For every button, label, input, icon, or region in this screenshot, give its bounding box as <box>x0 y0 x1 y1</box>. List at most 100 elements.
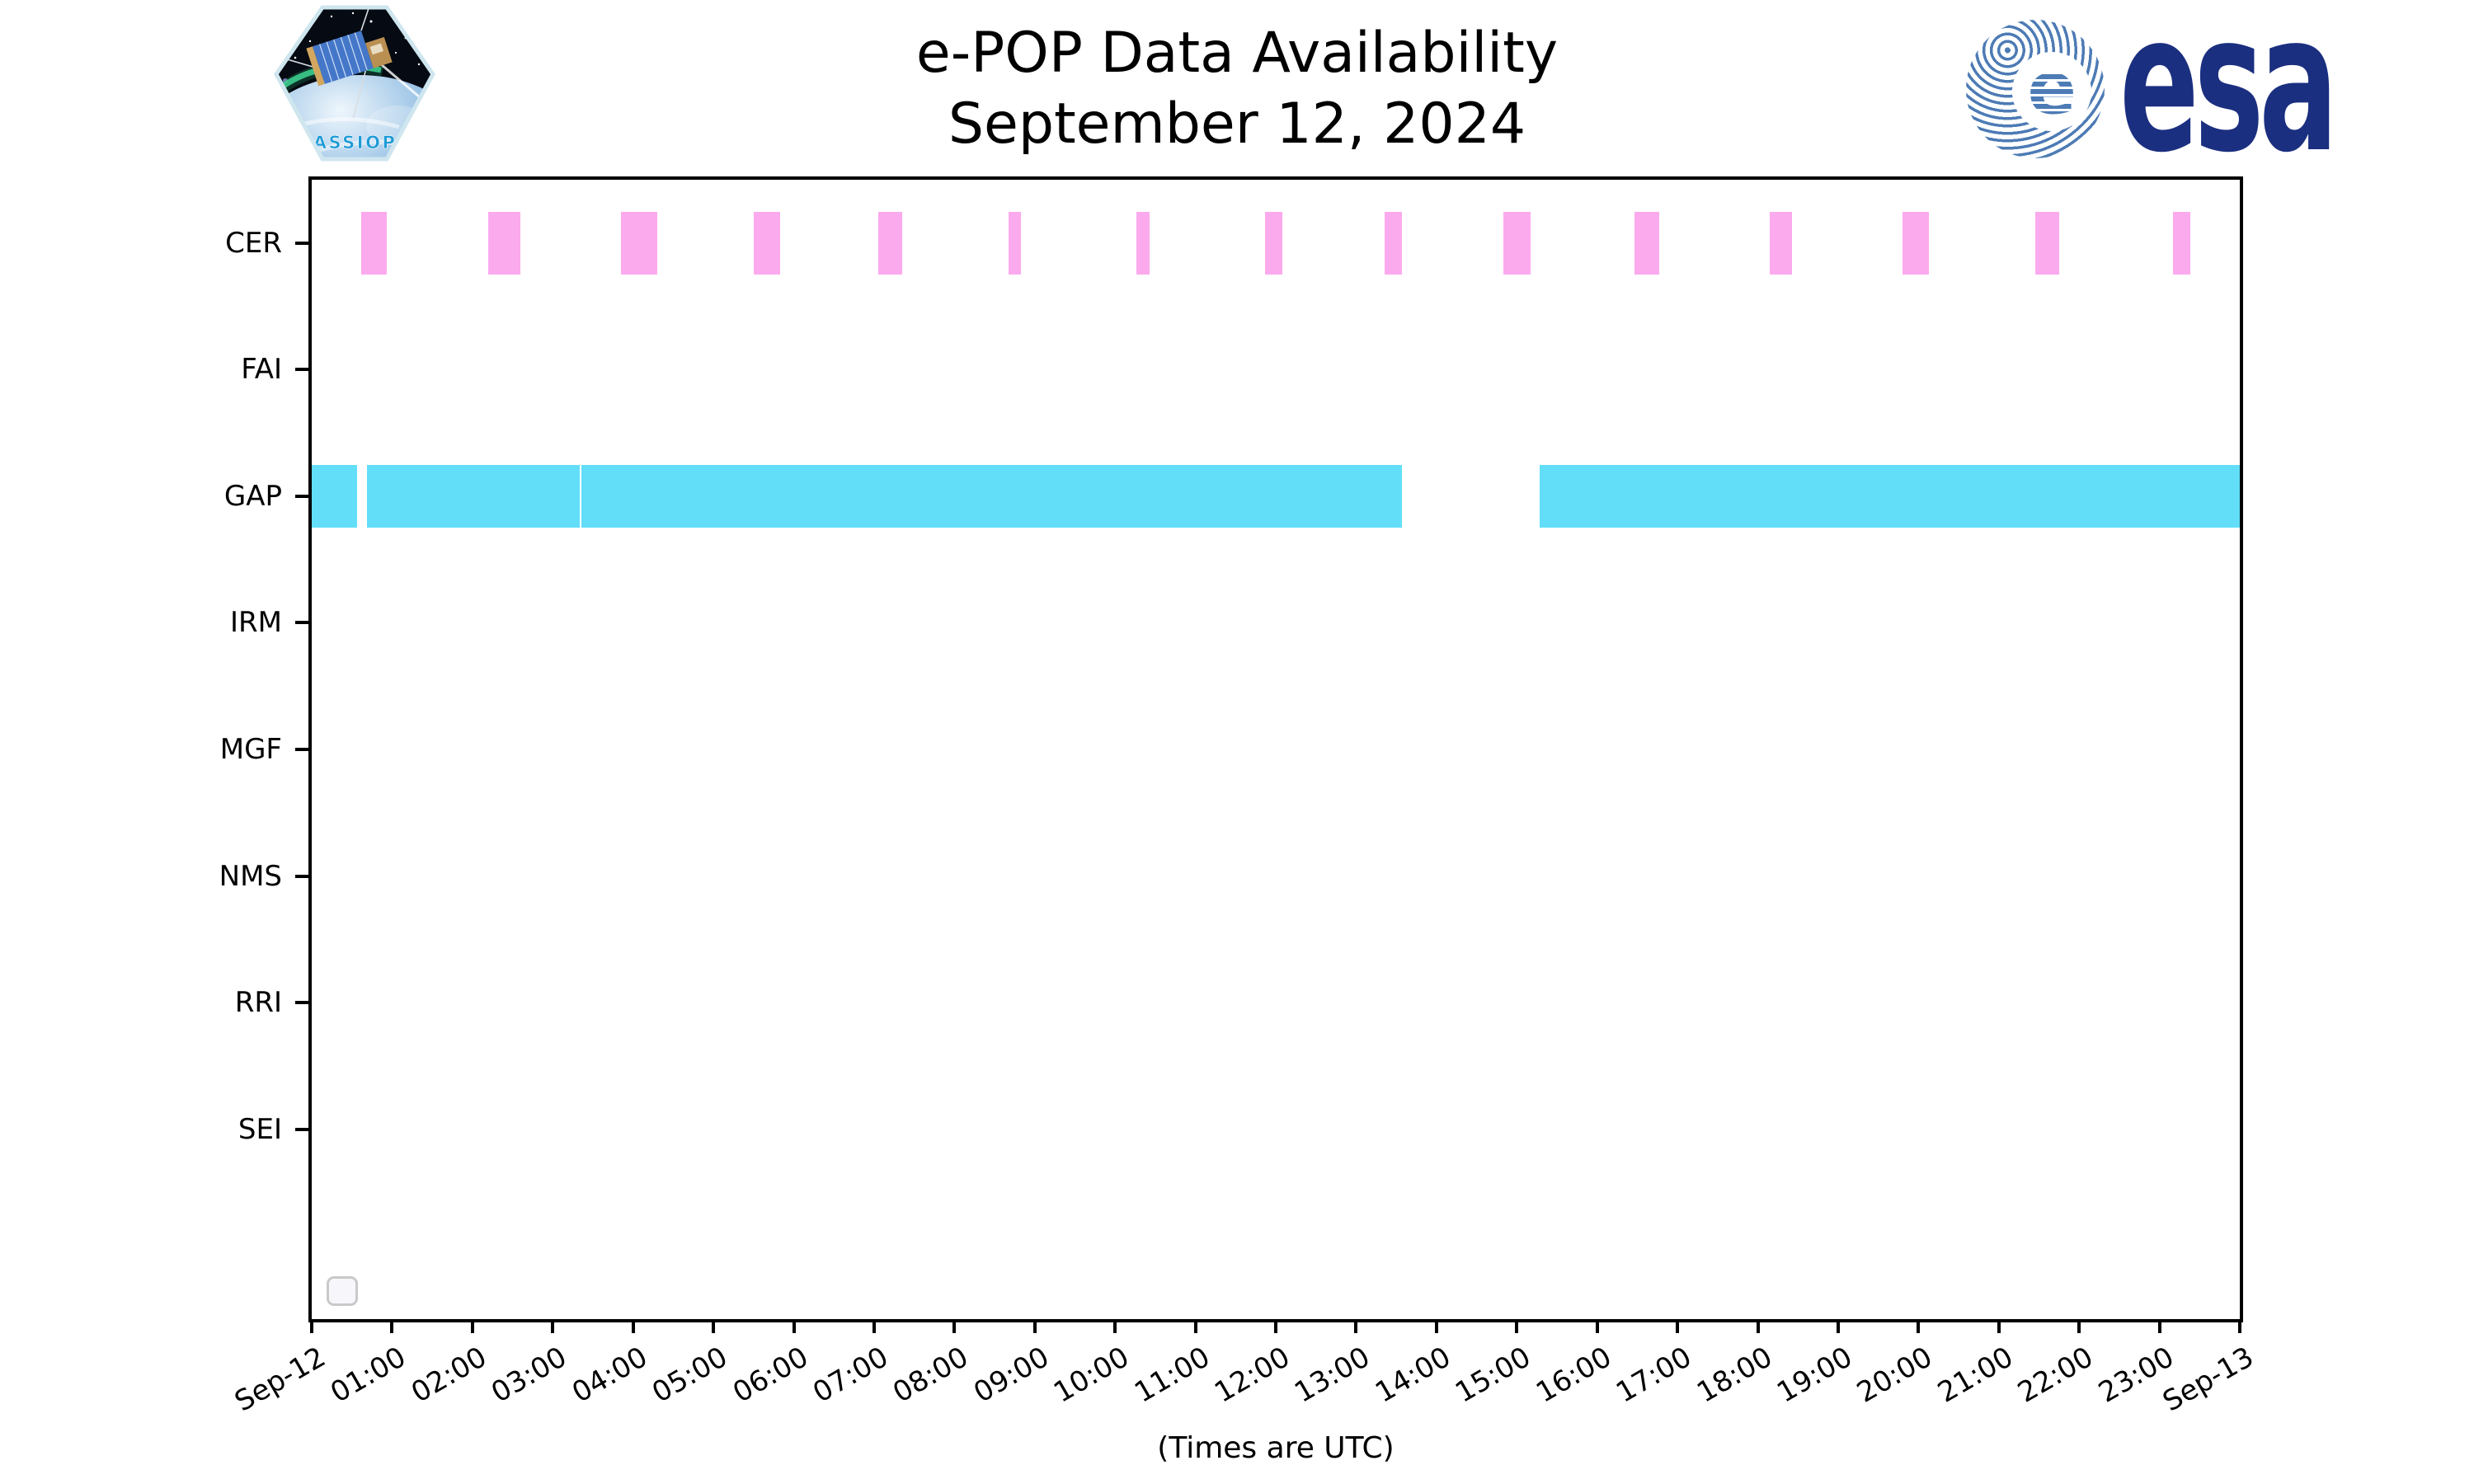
y-tick <box>295 241 309 245</box>
x-tick <box>631 1319 635 1333</box>
x-axis-label-18-00: 18:00 <box>1691 1341 1778 1410</box>
x-axis-label-22-00: 22:00 <box>2012 1341 2100 1410</box>
esa-wordmark: esa <box>2119 0 2338 195</box>
y-axis-label-cer: CER <box>225 226 282 260</box>
x-axis-label-04-00: 04:00 <box>566 1341 653 1410</box>
x-axis-label-06-00: 06:00 <box>727 1341 814 1410</box>
x-axis-label-02-00: 02:00 <box>405 1341 492 1410</box>
availability-bar-cer <box>2034 211 2059 275</box>
y-axis-label-rri: RRI <box>234 986 282 1020</box>
availability-bar-cer <box>1503 211 1531 275</box>
x-tick <box>1113 1319 1117 1333</box>
availability-bar-cer <box>1136 211 1150 275</box>
y-axis-label-mgf: MGF <box>219 733 282 766</box>
x-axis-label-12-00: 12:00 <box>1209 1341 1296 1410</box>
x-tick <box>792 1319 796 1333</box>
x-tick <box>1756 1319 1760 1333</box>
x-tick <box>1193 1319 1197 1333</box>
chart-title: e-POP Data Availability <box>915 21 1559 86</box>
x-tick <box>551 1319 555 1333</box>
esa-globe-icon: e <box>1966 20 2105 158</box>
x-tick <box>2077 1319 2081 1333</box>
y-tick <box>295 1001 309 1005</box>
availability-bar-gap <box>1539 464 2240 528</box>
x-tick <box>952 1319 957 1333</box>
esa-e-stripes <box>2012 52 2092 132</box>
chart-title-block: e-POP Data Availability September 12, 20… <box>0 18 2474 160</box>
x-axis-label-21-00: 21:00 <box>1931 1341 2019 1410</box>
availability-bar-cer <box>877 211 902 275</box>
cassiope-mission-patch-logo: CASSIOPE <box>274 5 435 162</box>
bars-layer <box>312 180 2240 1319</box>
x-axis-label-20-00: 20:00 <box>1851 1341 1939 1410</box>
y-axis-label-gap: GAP <box>223 479 282 513</box>
x-axis-label-sep-12: Sep-12 <box>229 1341 332 1419</box>
x-axis-label-07-00: 07:00 <box>807 1341 894 1410</box>
availability-bar-cer <box>1902 211 1929 275</box>
availability-bar-gap <box>312 464 357 528</box>
availability-bar-cer <box>2173 211 2190 275</box>
x-axis-label-13-00: 13:00 <box>1289 1341 1376 1410</box>
x-axis-label-01-00: 01:00 <box>325 1341 412 1410</box>
availability-bar-cer <box>361 211 387 275</box>
chart-subtitle-date: September 12, 2024 <box>948 92 1526 157</box>
x-tick <box>1595 1319 1599 1333</box>
y-tick <box>295 874 309 878</box>
x-tick <box>1836 1319 1840 1333</box>
availability-bar-cer <box>1384 211 1402 275</box>
availability-bar-gap <box>367 464 581 528</box>
x-tick <box>1354 1319 1358 1333</box>
y-tick <box>295 1127 309 1131</box>
x-tick <box>712 1319 716 1333</box>
x-tick <box>2238 1319 2241 1333</box>
y-tick <box>295 621 309 625</box>
y-tick <box>295 748 309 751</box>
x-tick <box>1032 1319 1037 1333</box>
x-tick <box>470 1319 474 1333</box>
availability-bar-cer <box>1770 211 1793 275</box>
x-axis-label-16-00: 16:00 <box>1530 1341 1617 1410</box>
availability-bar-gap <box>581 464 1402 528</box>
x-axis-label-08-00: 08:00 <box>887 1341 975 1410</box>
x-axis-label-10-00: 10:00 <box>1048 1341 1136 1410</box>
availability-bar-cer <box>1265 211 1282 275</box>
availability-bar-cer <box>621 211 657 275</box>
x-tick <box>390 1319 394 1333</box>
plot-area: CER FAI GAP IRM MGF NMS RRI SEI Sep-12 01:00 02:0… <box>219 176 2260 1418</box>
x-axis-label-14-00: 14:00 <box>1369 1341 1456 1410</box>
availability-bar-cer <box>753 211 780 275</box>
x-axis-label-19-00: 19:00 <box>1771 1341 1858 1410</box>
x-tick <box>1917 1319 1921 1333</box>
y-axis-label-sei: SEI <box>238 1112 282 1146</box>
x-tick <box>1274 1319 1277 1333</box>
y-axis-label-fai: FAI <box>241 353 282 387</box>
y-axis-label-irm: IRM <box>230 606 282 640</box>
x-tick <box>2157 1319 2161 1333</box>
x-axis-title: (Times are UTC) <box>1157 1431 1395 1465</box>
y-tick <box>295 494 309 498</box>
y-axis-label-nms: NMS <box>219 859 282 893</box>
cassiope-patch-graphic: CASSIOPE <box>274 5 435 162</box>
esa-logo: e esa <box>1966 0 2338 180</box>
x-axis-label-09-00: 09:00 <box>967 1341 1055 1410</box>
x-axis-label-11-00: 11:00 <box>1128 1341 1216 1410</box>
patch-border <box>274 5 435 162</box>
x-tick <box>1515 1319 1519 1333</box>
x-tick <box>1997 1319 2001 1333</box>
empty-legend-box <box>327 1276 358 1306</box>
y-tick <box>295 368 309 372</box>
availability-bar-cer <box>488 211 521 275</box>
x-axis-label-03-00: 03:00 <box>486 1341 573 1410</box>
x-tick <box>1434 1319 1438 1333</box>
x-axis-label-sep-13: Sep-13 <box>2157 1341 2260 1419</box>
patch-satellite <box>276 7 433 119</box>
esa-e-emblem: e <box>2012 52 2092 132</box>
availability-bar-cer <box>1634 211 1659 275</box>
x-tick <box>1676 1319 1680 1333</box>
x-axis-label-05-00: 05:00 <box>647 1341 734 1410</box>
x-tick <box>872 1319 876 1333</box>
x-tick <box>310 1319 313 1333</box>
availability-bar-cer <box>1008 211 1022 275</box>
x-axis-label-15-00: 15:00 <box>1450 1341 1537 1410</box>
